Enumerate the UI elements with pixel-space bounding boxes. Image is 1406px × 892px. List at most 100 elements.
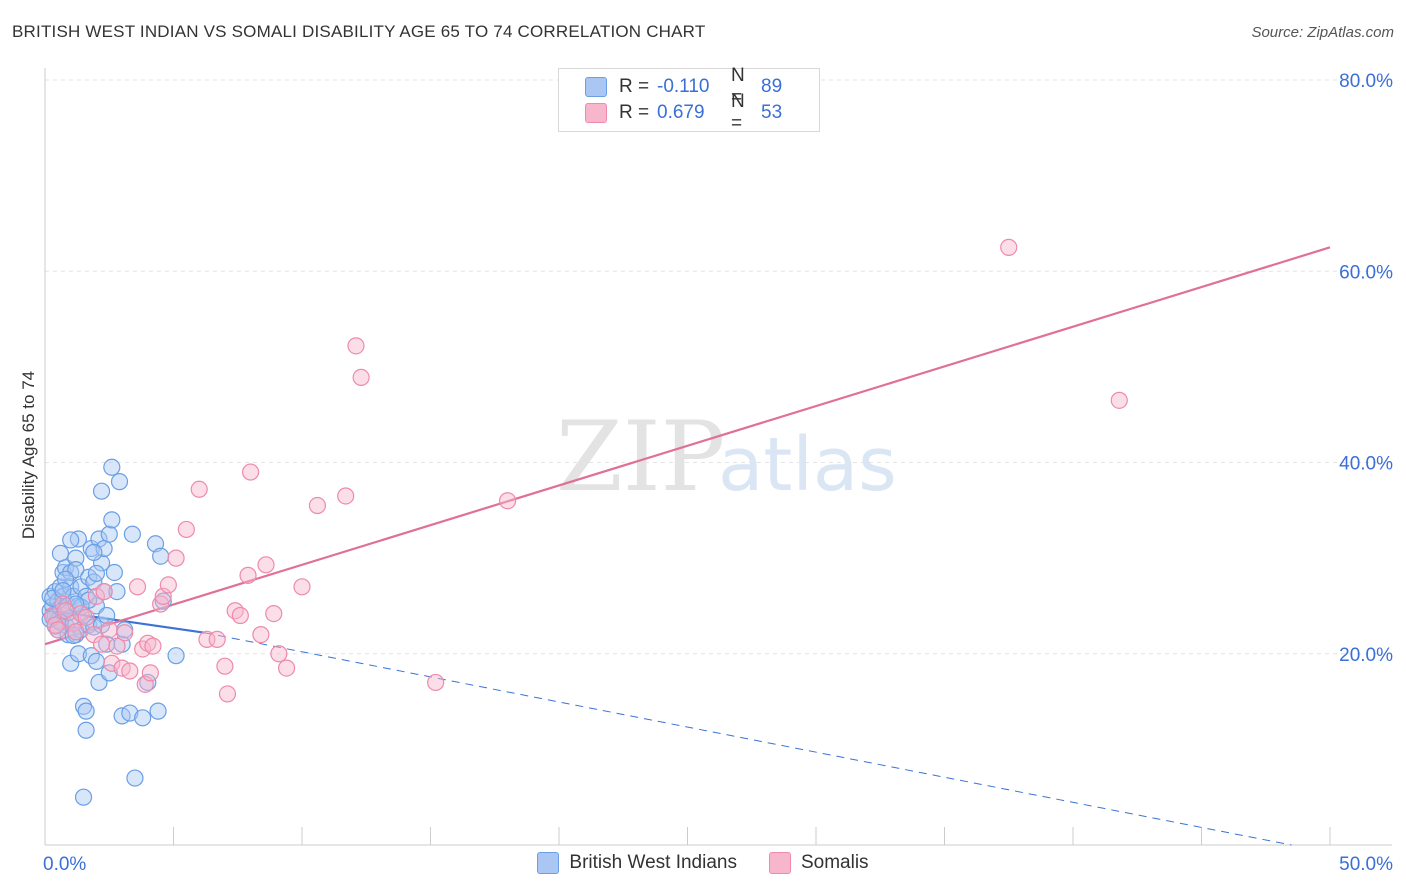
point-series-0-83 <box>62 531 80 549</box>
axes <box>44 68 1392 846</box>
point-series-1-40 <box>257 556 275 574</box>
n-value: 89 <box>761 76 783 97</box>
source-label: Source: ZipAtlas.com <box>1251 24 1394 41</box>
point-series-1-15 <box>108 637 126 655</box>
point-series-1-1 <box>46 616 64 634</box>
point-series-1-48 <box>352 368 370 386</box>
point-series-1-42 <box>270 645 288 663</box>
point-series-0-60 <box>110 473 129 491</box>
point-series-1-33 <box>216 657 234 675</box>
point-series-0-10 <box>51 544 70 562</box>
series-legend: British West Indians Somalis <box>0 852 1406 874</box>
point-series-0-64 <box>121 704 139 722</box>
point-series-1-13 <box>100 621 118 639</box>
point-series-1-38 <box>242 463 260 481</box>
point-series-1-22 <box>139 634 157 652</box>
watermark-zip: ZIP <box>556 401 725 513</box>
chart-title: BRITISH WEST INDIAN VS SOMALI DISABILITY… <box>12 22 706 41</box>
point-series-1-49 <box>427 673 445 692</box>
watermark-atlas: atlas <box>718 422 897 508</box>
swatch-british-west-indians <box>585 77 607 97</box>
point-series-0-55 <box>100 664 118 682</box>
point-series-1-47 <box>347 337 365 355</box>
point-series-1-37 <box>239 566 257 584</box>
legend-item-british-west-indians[interactable]: British West Indians <box>537 852 737 874</box>
y-axis-label: Disability Age 65 to 74 <box>19 371 38 539</box>
point-series-0-80 <box>80 591 98 609</box>
stats-row-somalis: R = 0.679 N = 53 <box>585 91 783 134</box>
point-series-1-18 <box>121 662 139 680</box>
point-series-1-8 <box>77 608 95 627</box>
point-series-1-43 <box>277 659 296 677</box>
point-series-0-56 <box>103 511 121 529</box>
swatch-somalis <box>585 103 607 123</box>
r-label: R = <box>619 76 650 97</box>
trend-dashed-series-0 <box>204 632 1292 846</box>
point-series-1-29 <box>177 520 195 539</box>
point-series-0-28 <box>69 645 88 663</box>
y-tick-label-0: 20.0% <box>1339 645 1393 666</box>
r-value: -0.110 <box>657 76 710 97</box>
point-series-1-27 <box>159 576 177 594</box>
n-value: 53 <box>761 102 783 123</box>
point-series-0-87 <box>67 595 85 613</box>
trend-solid-series-1 <box>44 246 1331 646</box>
legend-swatch-somalis <box>768 852 791 874</box>
point-series-1-50 <box>499 492 517 510</box>
legend-label-british-west-indians: British West Indians <box>569 852 737 873</box>
point-series-0-73 <box>167 647 185 665</box>
legend-swatch-british-west-indians <box>537 852 560 874</box>
x-tick-label-0: 0.0% <box>43 854 86 875</box>
point-series-0-71 <box>152 547 170 565</box>
point-series-1-30 <box>190 480 208 498</box>
point-series-0-84 <box>85 543 103 561</box>
point-series-1-32 <box>208 630 226 649</box>
point-series-1-36 <box>231 606 249 625</box>
point-series-1-11 <box>92 635 111 653</box>
point-series-1-19 <box>128 578 147 596</box>
y-tick-label-1: 40.0% <box>1339 454 1393 475</box>
tick-labels: 20.0% 40.0% 60.0% 80.0% 0.0% 50.0% <box>43 71 1393 875</box>
point-series-1-52 <box>1110 391 1128 409</box>
point-series-0-58 <box>105 563 123 582</box>
point-series-0-59 <box>108 582 126 601</box>
x-tick-label-1: 50.0% <box>1339 854 1393 875</box>
r-label: R = <box>619 102 650 123</box>
point-series-1-41 <box>265 604 283 623</box>
point-series-1-23 <box>141 664 159 682</box>
y-tick-label-2: 60.0% <box>1339 262 1393 283</box>
point-series-0-35 <box>77 702 95 720</box>
point-series-1-17 <box>116 624 134 642</box>
point-series-1-39 <box>252 626 270 644</box>
point-series-0-86 <box>54 582 72 600</box>
trend-lines <box>44 246 1331 846</box>
n-label: N = <box>731 65 745 108</box>
point-series-1-44 <box>293 578 311 596</box>
point-series-0-54 <box>100 525 118 543</box>
stats-row-british-west-indians: R = -0.110 N = 89 <box>585 65 783 108</box>
point-series-0-67 <box>134 709 152 727</box>
data-points <box>41 238 1128 806</box>
point-series-0-72 <box>154 592 172 610</box>
point-series-1-12 <box>95 582 113 601</box>
legend-item-somalis[interactable]: Somalis <box>768 852 869 874</box>
point-series-1-24 <box>144 637 162 655</box>
point-series-0-33 <box>74 788 93 806</box>
point-series-0-65 <box>123 525 141 543</box>
point-series-1-46 <box>337 487 355 505</box>
point-series-0-57 <box>103 458 121 476</box>
point-series-0-68 <box>139 673 157 692</box>
point-series-1-3 <box>54 595 72 613</box>
point-series-1-45 <box>308 496 327 515</box>
r-value: 0.679 <box>657 102 705 123</box>
point-series-0-66 <box>126 769 144 787</box>
stats-legend: R = -0.110 N = 89 R = 0.679 N = 53 <box>558 65 820 134</box>
point-series-0-88 <box>87 564 106 583</box>
point-series-0-36 <box>77 721 95 739</box>
point-series-1-6 <box>67 623 85 641</box>
point-series-0-48 <box>92 482 111 500</box>
legend-label-somalis: Somalis <box>800 852 869 873</box>
y-tick-label-3: 80.0% <box>1339 71 1393 92</box>
point-series-0-70 <box>149 702 167 720</box>
